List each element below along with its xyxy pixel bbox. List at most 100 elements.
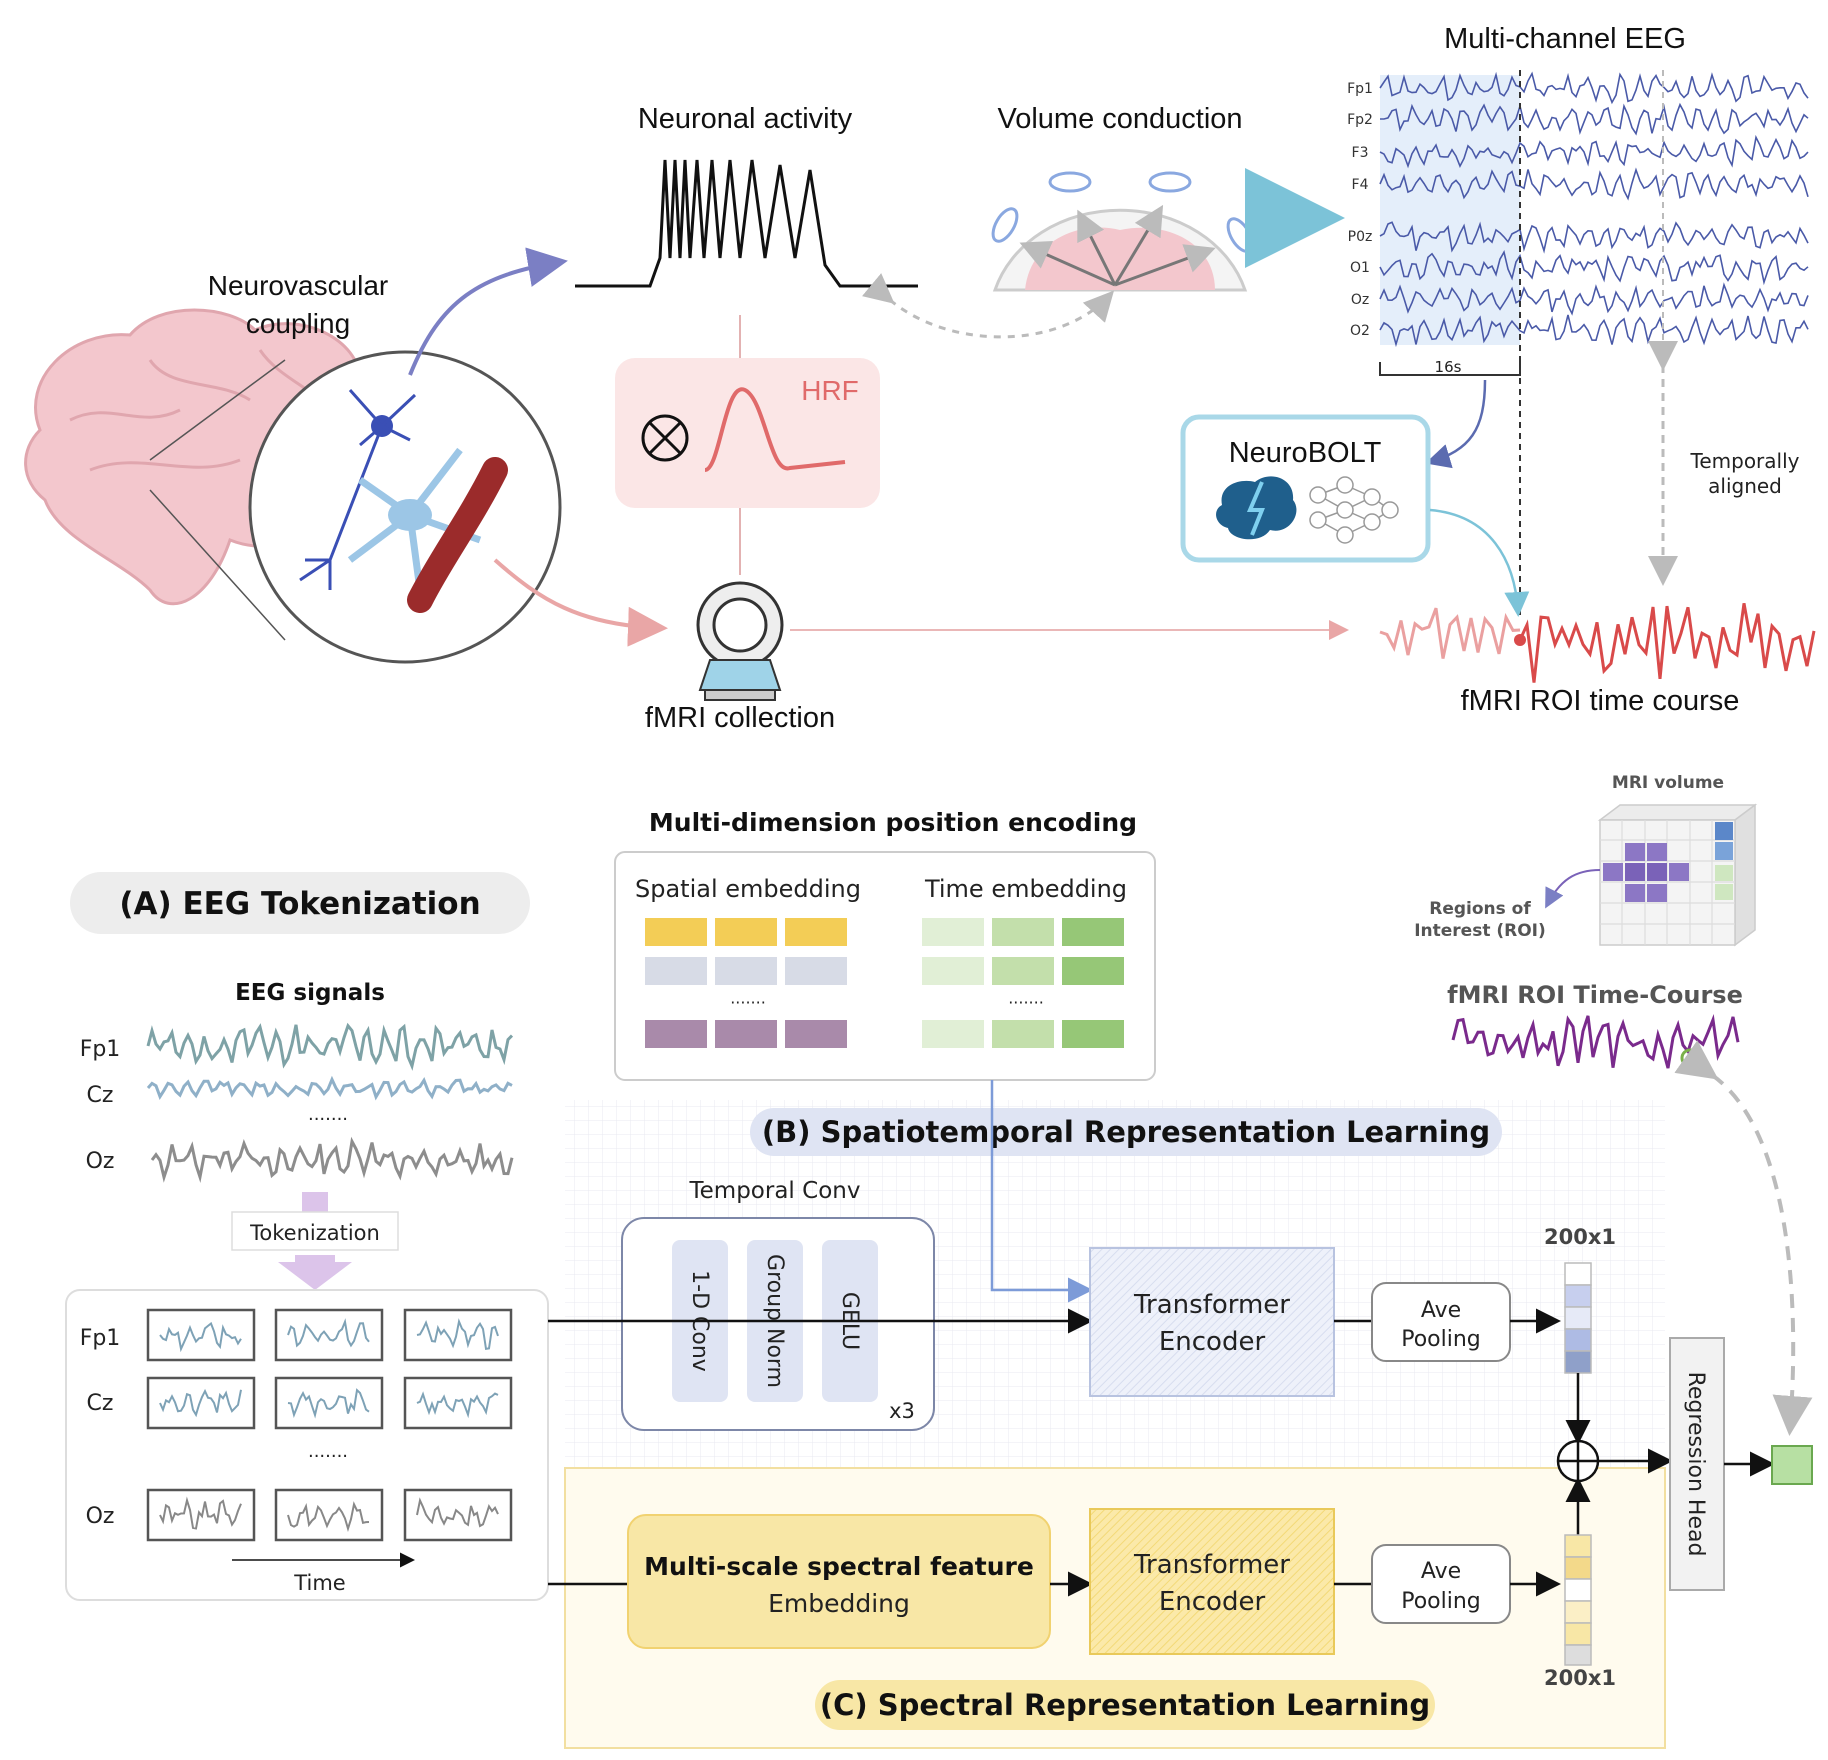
fmri-roi-trace-history [1379,607,1521,659]
roi-pointer-arrow [1545,869,1601,909]
spectral-dim-label: 200x1 [1544,1666,1616,1690]
roi-target-point [1680,1048,1700,1068]
astrocyte-icon [347,447,482,591]
eeg-token [274,1488,384,1542]
spectral-title-pill [815,1680,1435,1730]
tokenization-step-box [231,1211,399,1251]
time-axis-label: Time [293,1571,345,1595]
spatiotemporal-pooling-label-1: Ave [1421,1298,1461,1323]
eeg-channel-trace [1379,221,1809,254]
roi-label-1: Regions of [1429,899,1531,919]
spectral-encoder-box [1089,1508,1335,1655]
eeg-token [274,1308,384,1362]
eeg-token-trace [416,1318,499,1351]
eeg-channel-trace [1379,71,1809,105]
spectral-embedding-label-2: Embedding [768,1589,910,1618]
token-grid [146,1308,513,1542]
eeg-token [403,1376,513,1430]
token-label-oz: Oz [86,1504,115,1529]
hrf-box [615,358,880,508]
fmri-collection-label: fMRI collection [645,702,835,734]
spatiotemporal-encoder-label-1: Transformer [1133,1290,1290,1320]
convolution-icon [641,414,689,462]
eeg-token [403,1488,513,1542]
eeg-channel-label: F4 [1352,177,1369,193]
spectral-pooling-label-2: Pooling [1401,1589,1481,1614]
current-timepoint-dot [1514,634,1526,646]
eeg-token [146,1308,256,1362]
zoom-line [149,359,286,461]
spatiotemporal-title: (B) Spatiotemporal Representation Learni… [762,1115,1490,1149]
neurobolt-label: NeuroBOLT [1229,437,1382,469]
window-label: 16s [1435,358,1462,376]
time-ellipsis: ······· [1008,993,1044,1012]
eeg-channel-label: P0z [1348,229,1373,245]
spectral-feature-vector [1564,1534,1592,1666]
eeg-token [403,1308,513,1362]
mri-volume-cube [1597,803,1758,947]
regression-head-label: Regression Head [1683,1372,1708,1557]
spatial-ellipsis: ······· [730,993,766,1012]
brain-bolt-icon [1216,476,1297,540]
signals-ellipsis: ······· [308,1109,348,1130]
activity-conduction-link [861,273,1115,339]
neuronal-activity-title: Neuronal activity [638,103,853,135]
eeg-token-trace [287,1388,370,1419]
target-comparison-arrow [1674,1040,1813,1436]
signal-label-cz: Cz [87,1083,114,1108]
tokenization-title: (A) EEG Tokenization [119,886,480,922]
model-to-fmri-arrow [1429,508,1530,617]
spectral-encoder-label-2: Encoder [1159,1587,1266,1617]
eeg-channel-trace [1379,282,1809,316]
fmri-roi-trace [1518,603,1816,683]
regression-head-box [1669,1337,1725,1591]
spatiotemporal-encoder-label-2: Encoder [1159,1327,1266,1357]
convolution-icon-cross [648,421,682,455]
repeat-label: x3 [889,1399,915,1423]
encoding-to-encoder-arrow [990,1080,1093,1303]
eeg-channel-label: Fp1 [1347,81,1373,97]
eeg-window-highlight [1380,75,1520,345]
signal-trace-oz [150,1136,514,1183]
signal-trace-cz [146,1075,513,1101]
tokenization-arrow-stem [302,1192,328,1212]
tokenization-title-pill [70,872,530,934]
temporal-conv-title: Temporal Conv [689,1178,861,1204]
spectral-encoder-label-1: Transformer [1133,1550,1290,1580]
token-label-cz: Cz [87,1391,114,1416]
eeg-channel-trace [1379,167,1809,201]
eeg-channel-label: O1 [1350,260,1370,276]
spatiotemporal-feature-vector [1564,1262,1592,1374]
eeg-channel-labels: Fp1 Fp2 F3 F4 P0z O1 Oz O2 [1347,81,1373,339]
time-embedding-label: Time embedding [924,875,1127,903]
temporally-aligned-label-1: Temporally [1690,449,1800,473]
signal-trace-fp1 [146,1022,514,1071]
eeg-channel-label: Oz [1351,292,1369,308]
neurovascular-label-line1: Neurovascular [208,270,389,301]
spatial-embedding-grid [645,918,847,1048]
eeg-traces [1379,71,1809,348]
eeg-channel-trace [1379,314,1809,348]
eeg-channel-label: F3 [1352,145,1369,161]
spatiotemporal-encoder-box [1089,1247,1335,1397]
position-encoding-title: Multi-dimension position encoding [649,808,1137,837]
concat-fusion-cross [1558,1441,1598,1481]
window-bracket [1379,362,1521,376]
spatiotemporal-title-pill [750,1108,1502,1156]
time-embedding-grid [922,918,1124,1048]
eeg-channel-label: Fp2 [1347,112,1373,128]
coupling-to-fmri-arrow [493,558,668,647]
eeg-channel-trace [1379,134,1809,169]
roi-time-course-title: fMRI ROI Time-Course [1447,981,1743,1009]
zoom-line [149,489,286,641]
eeg-channel-trace [1379,250,1809,286]
spectral-title: (C) Spectral Representation Learning [820,1688,1430,1722]
fmri-roi-time-course-label: fMRI ROI time course [1461,685,1740,717]
roi-time-course-trace [1451,1013,1740,1069]
spatiotemporal-dim-label: 200x1 [1544,1225,1616,1249]
roi-label-2: Interest (ROI) [1414,921,1546,941]
eeg-token-trace [416,1497,499,1528]
spike-train [575,159,918,288]
